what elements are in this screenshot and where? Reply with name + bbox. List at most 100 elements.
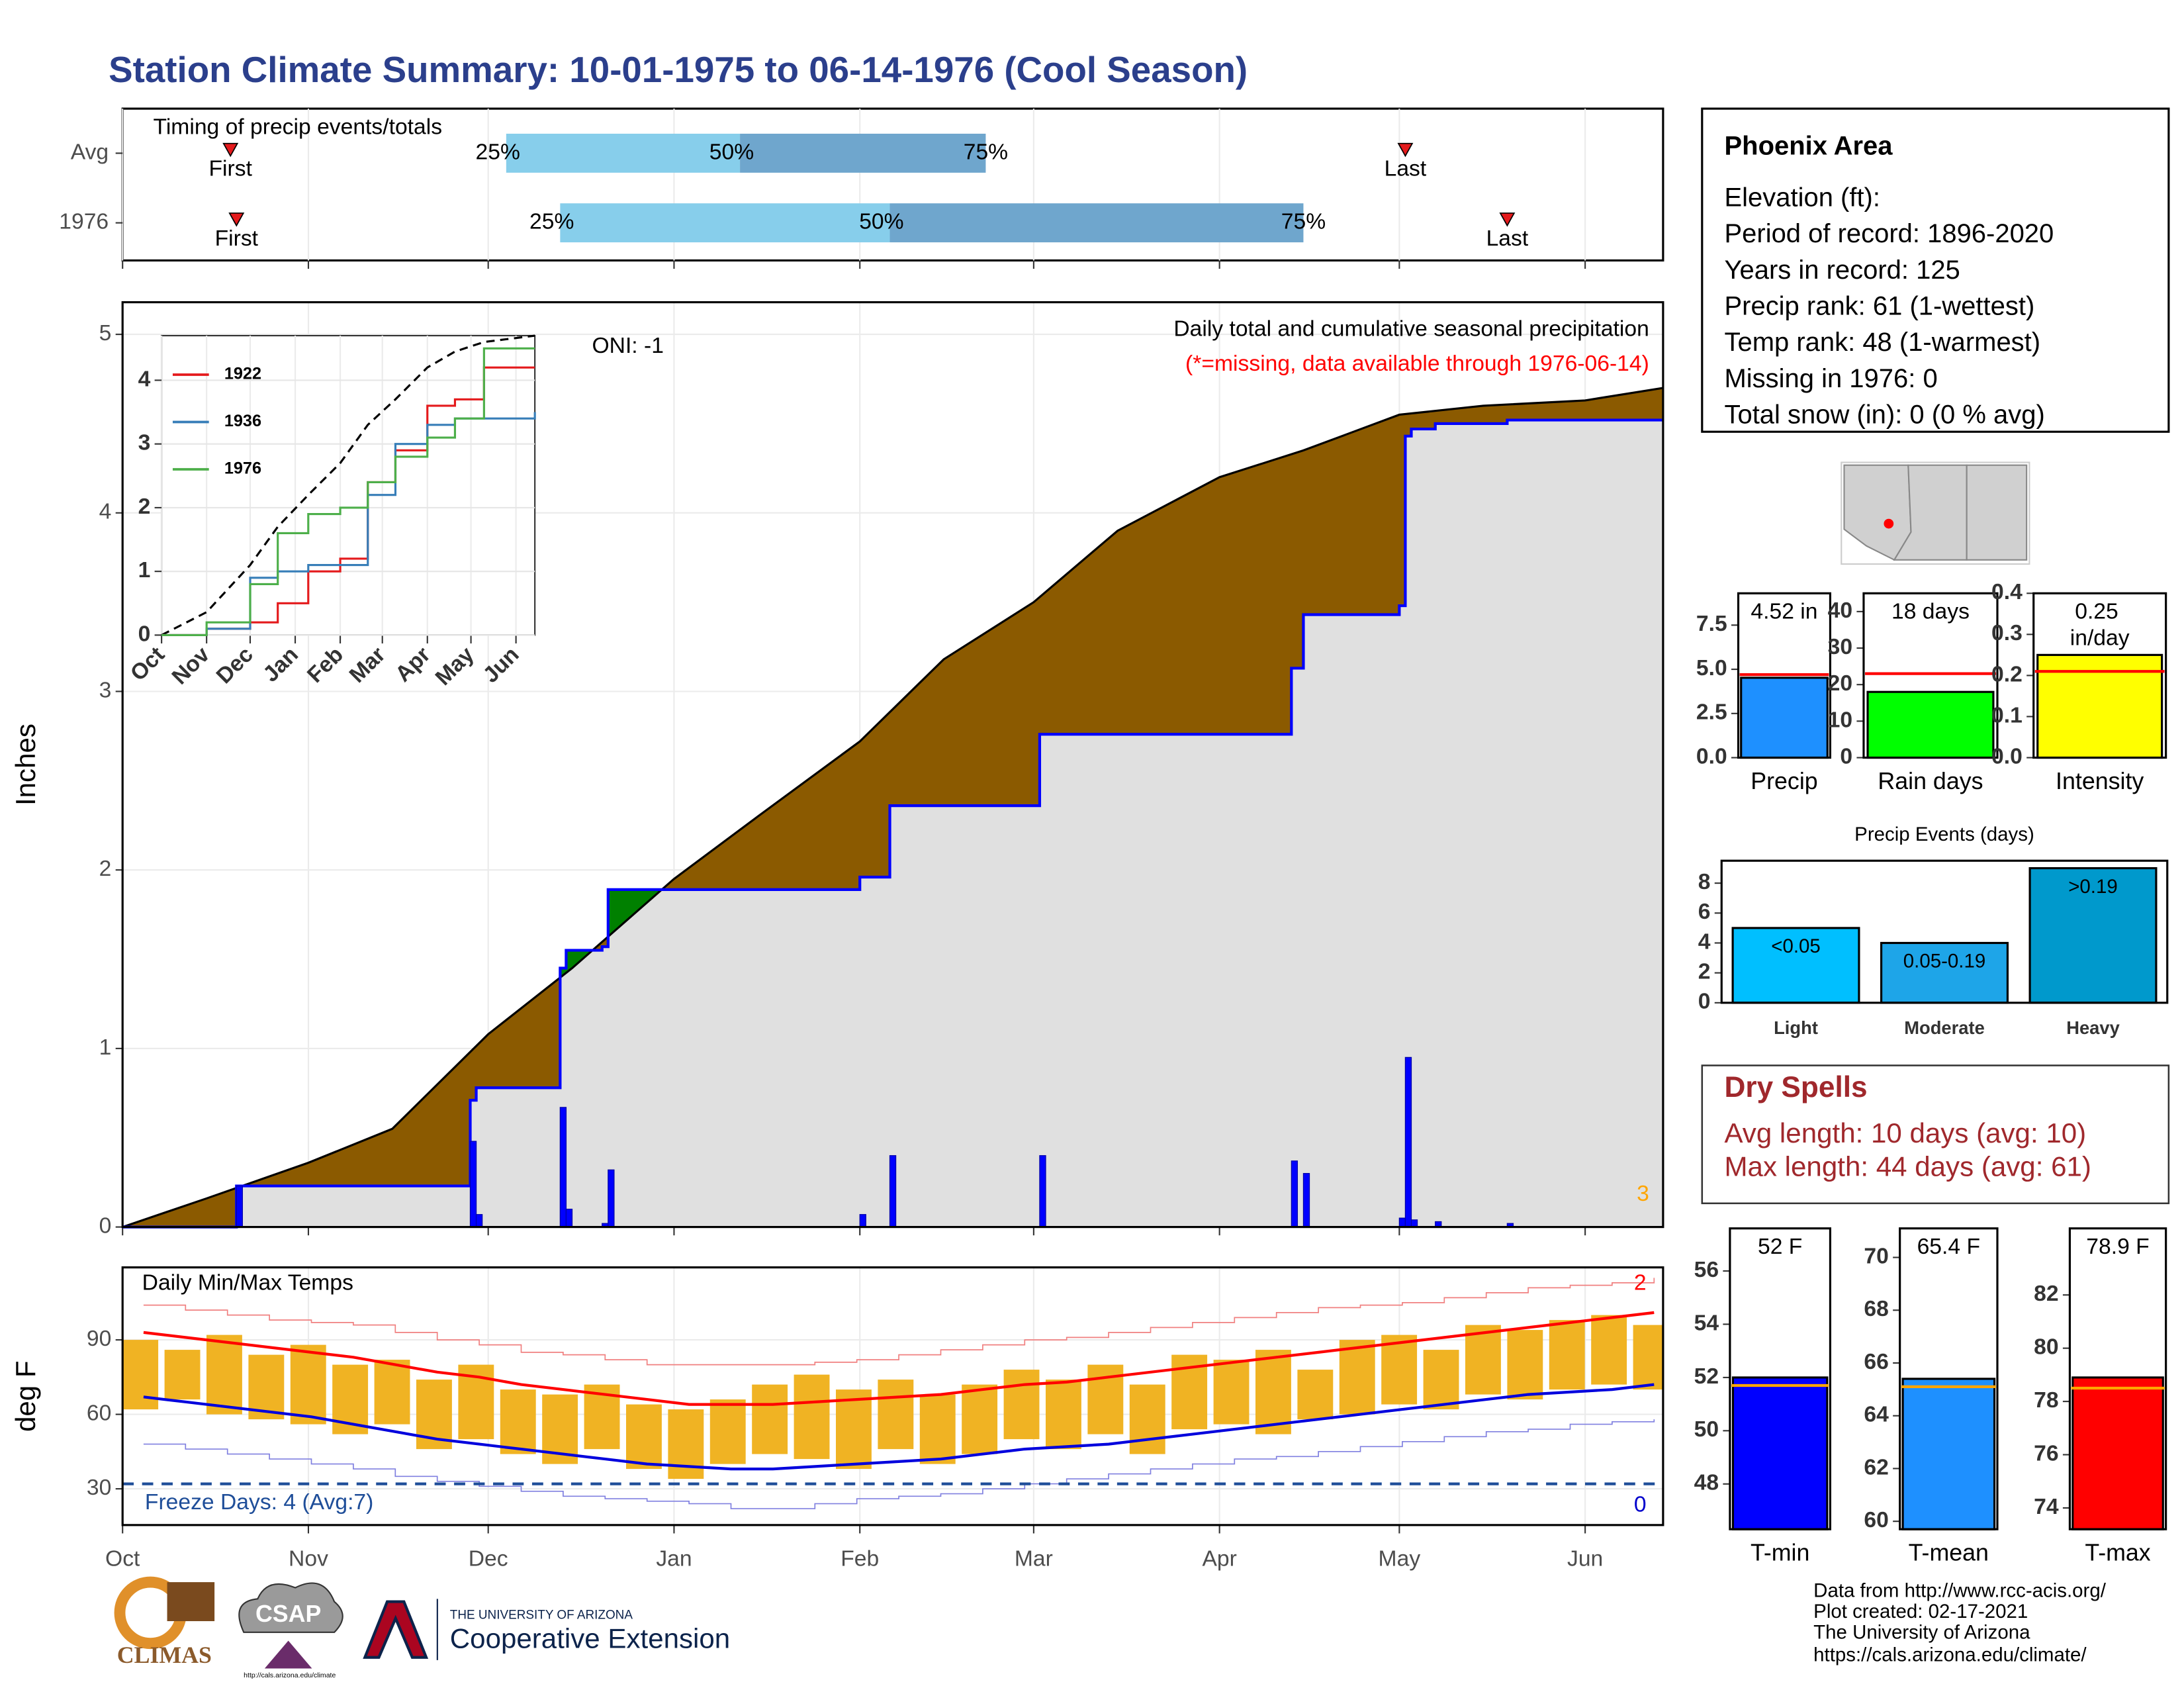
plot-frame xyxy=(2032,592,2167,759)
footer-line: Data from http://www.rcc-acis.org/ xyxy=(1813,1580,2107,1602)
legend-label: 1922 xyxy=(224,365,261,383)
quartile-bar xyxy=(560,203,890,243)
ua-name: Cooperative Extension xyxy=(450,1623,730,1654)
event-label: First xyxy=(209,157,253,181)
y-tick-label: 30 xyxy=(87,1476,111,1500)
y-tick-label: 2 xyxy=(138,494,151,519)
y-tick-label: 3 xyxy=(138,431,151,455)
y-tick-label: 0 xyxy=(138,622,151,646)
series-line xyxy=(161,347,535,636)
chart-title: Daily Min/Max Temps xyxy=(142,1271,353,1295)
season-line xyxy=(122,418,1663,1229)
category-label: Light xyxy=(1774,1017,1818,1038)
y-tick-label: 64 xyxy=(1864,1403,1889,1427)
legend-label: 1976 xyxy=(224,459,261,478)
temp-bar xyxy=(1339,1340,1375,1415)
row-label: 1976 xyxy=(59,210,109,234)
y-tick-label: 1 xyxy=(99,1035,112,1060)
temp-bar xyxy=(290,1344,326,1425)
plot-frame xyxy=(1862,592,1999,759)
timeline-title: Timing of precip events/totals xyxy=(154,115,443,139)
temp-bar xyxy=(1465,1325,1501,1395)
value-label-part: in/day xyxy=(2070,626,2130,651)
plot-frame xyxy=(121,1266,1664,1526)
temp-bar xyxy=(164,1350,201,1400)
bar xyxy=(1740,677,1829,759)
count-label: 2 xyxy=(1634,1271,1647,1295)
temp-bar xyxy=(1045,1380,1081,1450)
plot-frame xyxy=(121,301,1664,1229)
daily-bar xyxy=(1291,1160,1298,1228)
category-label: Moderate xyxy=(1904,1017,1985,1038)
ua-line: THE UNIVERSITY OF ARIZONA xyxy=(450,1609,633,1622)
y-tick-label: 20 xyxy=(1828,671,1852,696)
event-label: First xyxy=(215,226,259,251)
y-tick-label: 54 xyxy=(1694,1311,1719,1335)
temp-bar xyxy=(1297,1370,1334,1420)
event-marker xyxy=(1499,212,1516,227)
y-tick-label: 62 xyxy=(1864,1455,1888,1479)
x-tick-label: Jan xyxy=(656,1546,692,1571)
daily-bar xyxy=(469,1141,477,1228)
info-line: Missing in 1976: 0 xyxy=(1724,364,1937,393)
y-axis-label: Inches xyxy=(10,724,41,806)
temp-bar xyxy=(668,1409,704,1479)
count-label: 3 xyxy=(1637,1182,1649,1206)
temp-bar xyxy=(500,1389,536,1454)
info-lines: Elevation (ft): Period of record: 1896-2… xyxy=(1724,183,2054,429)
daily-bar xyxy=(608,1169,615,1228)
y-tick-label: 0.1 xyxy=(1991,703,2023,727)
csap-cloud xyxy=(238,1582,343,1633)
daily-bar xyxy=(1410,1219,1418,1228)
temp-bar xyxy=(836,1389,872,1470)
y-tick-label: 0.2 xyxy=(1991,662,2023,686)
y-tick-label: 30 xyxy=(1828,635,1852,659)
temp-bar xyxy=(1255,1350,1291,1434)
y-tick-label: 0 xyxy=(1698,990,1711,1014)
temp-bar xyxy=(1549,1320,1585,1390)
y-tick-label: 52 xyxy=(1694,1364,1719,1389)
x-tick-label: Jun xyxy=(1567,1546,1603,1571)
y-tick-label: 68 xyxy=(1864,1297,1888,1321)
y-tick-label: 0.0 xyxy=(1991,744,2023,769)
y-tick-label: 90 xyxy=(87,1327,111,1351)
x-tick-label: Dec xyxy=(469,1546,508,1571)
common-area xyxy=(122,420,1663,1227)
category-label: Heavy xyxy=(2066,1017,2120,1038)
temp-bar xyxy=(1003,1370,1040,1440)
y-tick-label: 2 xyxy=(99,857,112,881)
y-tick-label: 78 xyxy=(2034,1388,2058,1413)
bar xyxy=(1731,927,1860,1004)
daily-bar xyxy=(1039,1155,1046,1228)
event-label: Last xyxy=(1385,157,1427,181)
y-tick-label: 4 xyxy=(138,367,151,391)
daily-bar xyxy=(236,1185,243,1228)
y-tick-label: 1 xyxy=(138,558,151,583)
dry-spells-title: Dry Spells xyxy=(1724,1071,1867,1103)
info-line: Precip rank: 61 (1-wettest) xyxy=(1724,292,2034,321)
temp-bar xyxy=(1591,1315,1627,1385)
y-tick-label: 66 xyxy=(1864,1350,1888,1374)
category-label: Rain days xyxy=(1878,768,1983,794)
event-marker xyxy=(228,212,245,227)
value-label: 65.4 F xyxy=(1917,1235,1980,1259)
page-title: Station Climate Summary: 10-01-1975 to 0… xyxy=(109,49,1248,90)
temp-bar xyxy=(248,1354,285,1420)
temp-bar xyxy=(626,1404,662,1470)
daily-bar xyxy=(565,1208,573,1228)
y-tick-label: 70 xyxy=(1864,1244,1888,1268)
y-tick-label: 82 xyxy=(2034,1282,2058,1306)
dry-spells-box xyxy=(1701,1064,2170,1205)
value-label: 18 days xyxy=(1891,600,1970,624)
info-title: Phoenix Area xyxy=(1724,132,1893,161)
csap-mountain xyxy=(264,1640,312,1669)
y-tick-label: 4 xyxy=(1698,929,1711,954)
locator-map xyxy=(1841,461,2030,565)
y-tick-label: 60 xyxy=(1864,1508,1888,1532)
y-tick-label: 5 xyxy=(99,321,112,346)
category-label: T-mean xyxy=(1909,1539,1989,1566)
chart-subtitle: (*=missing, data available through 1976-… xyxy=(1185,352,1649,376)
ua-logo xyxy=(363,1600,429,1659)
quartile-label: 25% xyxy=(529,210,574,234)
